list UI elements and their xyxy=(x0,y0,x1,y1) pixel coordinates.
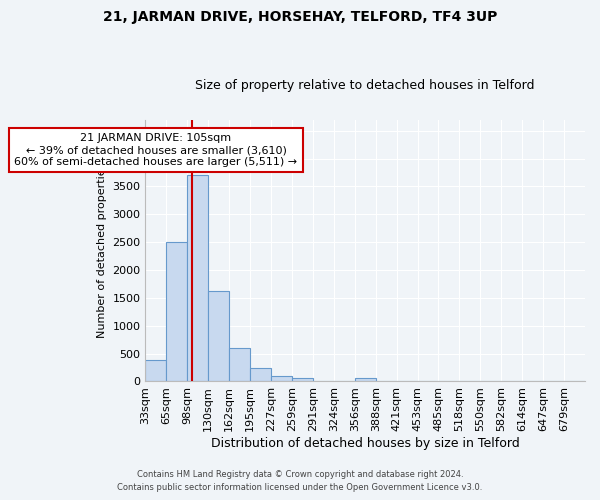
Text: 21, JARMAN DRIVE, HORSEHAY, TELFORD, TF4 3UP: 21, JARMAN DRIVE, HORSEHAY, TELFORD, TF4… xyxy=(103,10,497,24)
Bar xyxy=(145,360,166,382)
Text: 21 JARMAN DRIVE: 105sqm
← 39% of detached houses are smaller (3,610)
60% of semi: 21 JARMAN DRIVE: 105sqm ← 39% of detache… xyxy=(14,134,298,166)
Bar xyxy=(292,378,313,382)
Bar xyxy=(271,376,292,382)
Bar xyxy=(187,174,208,382)
Y-axis label: Number of detached properties: Number of detached properties xyxy=(97,163,107,338)
Text: Contains HM Land Registry data © Crown copyright and database right 2024.
Contai: Contains HM Land Registry data © Crown c… xyxy=(118,470,482,492)
Bar xyxy=(250,368,271,382)
Bar xyxy=(166,242,187,382)
Bar xyxy=(355,378,376,382)
Bar xyxy=(229,348,250,382)
Bar xyxy=(208,290,229,382)
Title: Size of property relative to detached houses in Telford: Size of property relative to detached ho… xyxy=(196,79,535,92)
X-axis label: Distribution of detached houses by size in Telford: Distribution of detached houses by size … xyxy=(211,437,520,450)
